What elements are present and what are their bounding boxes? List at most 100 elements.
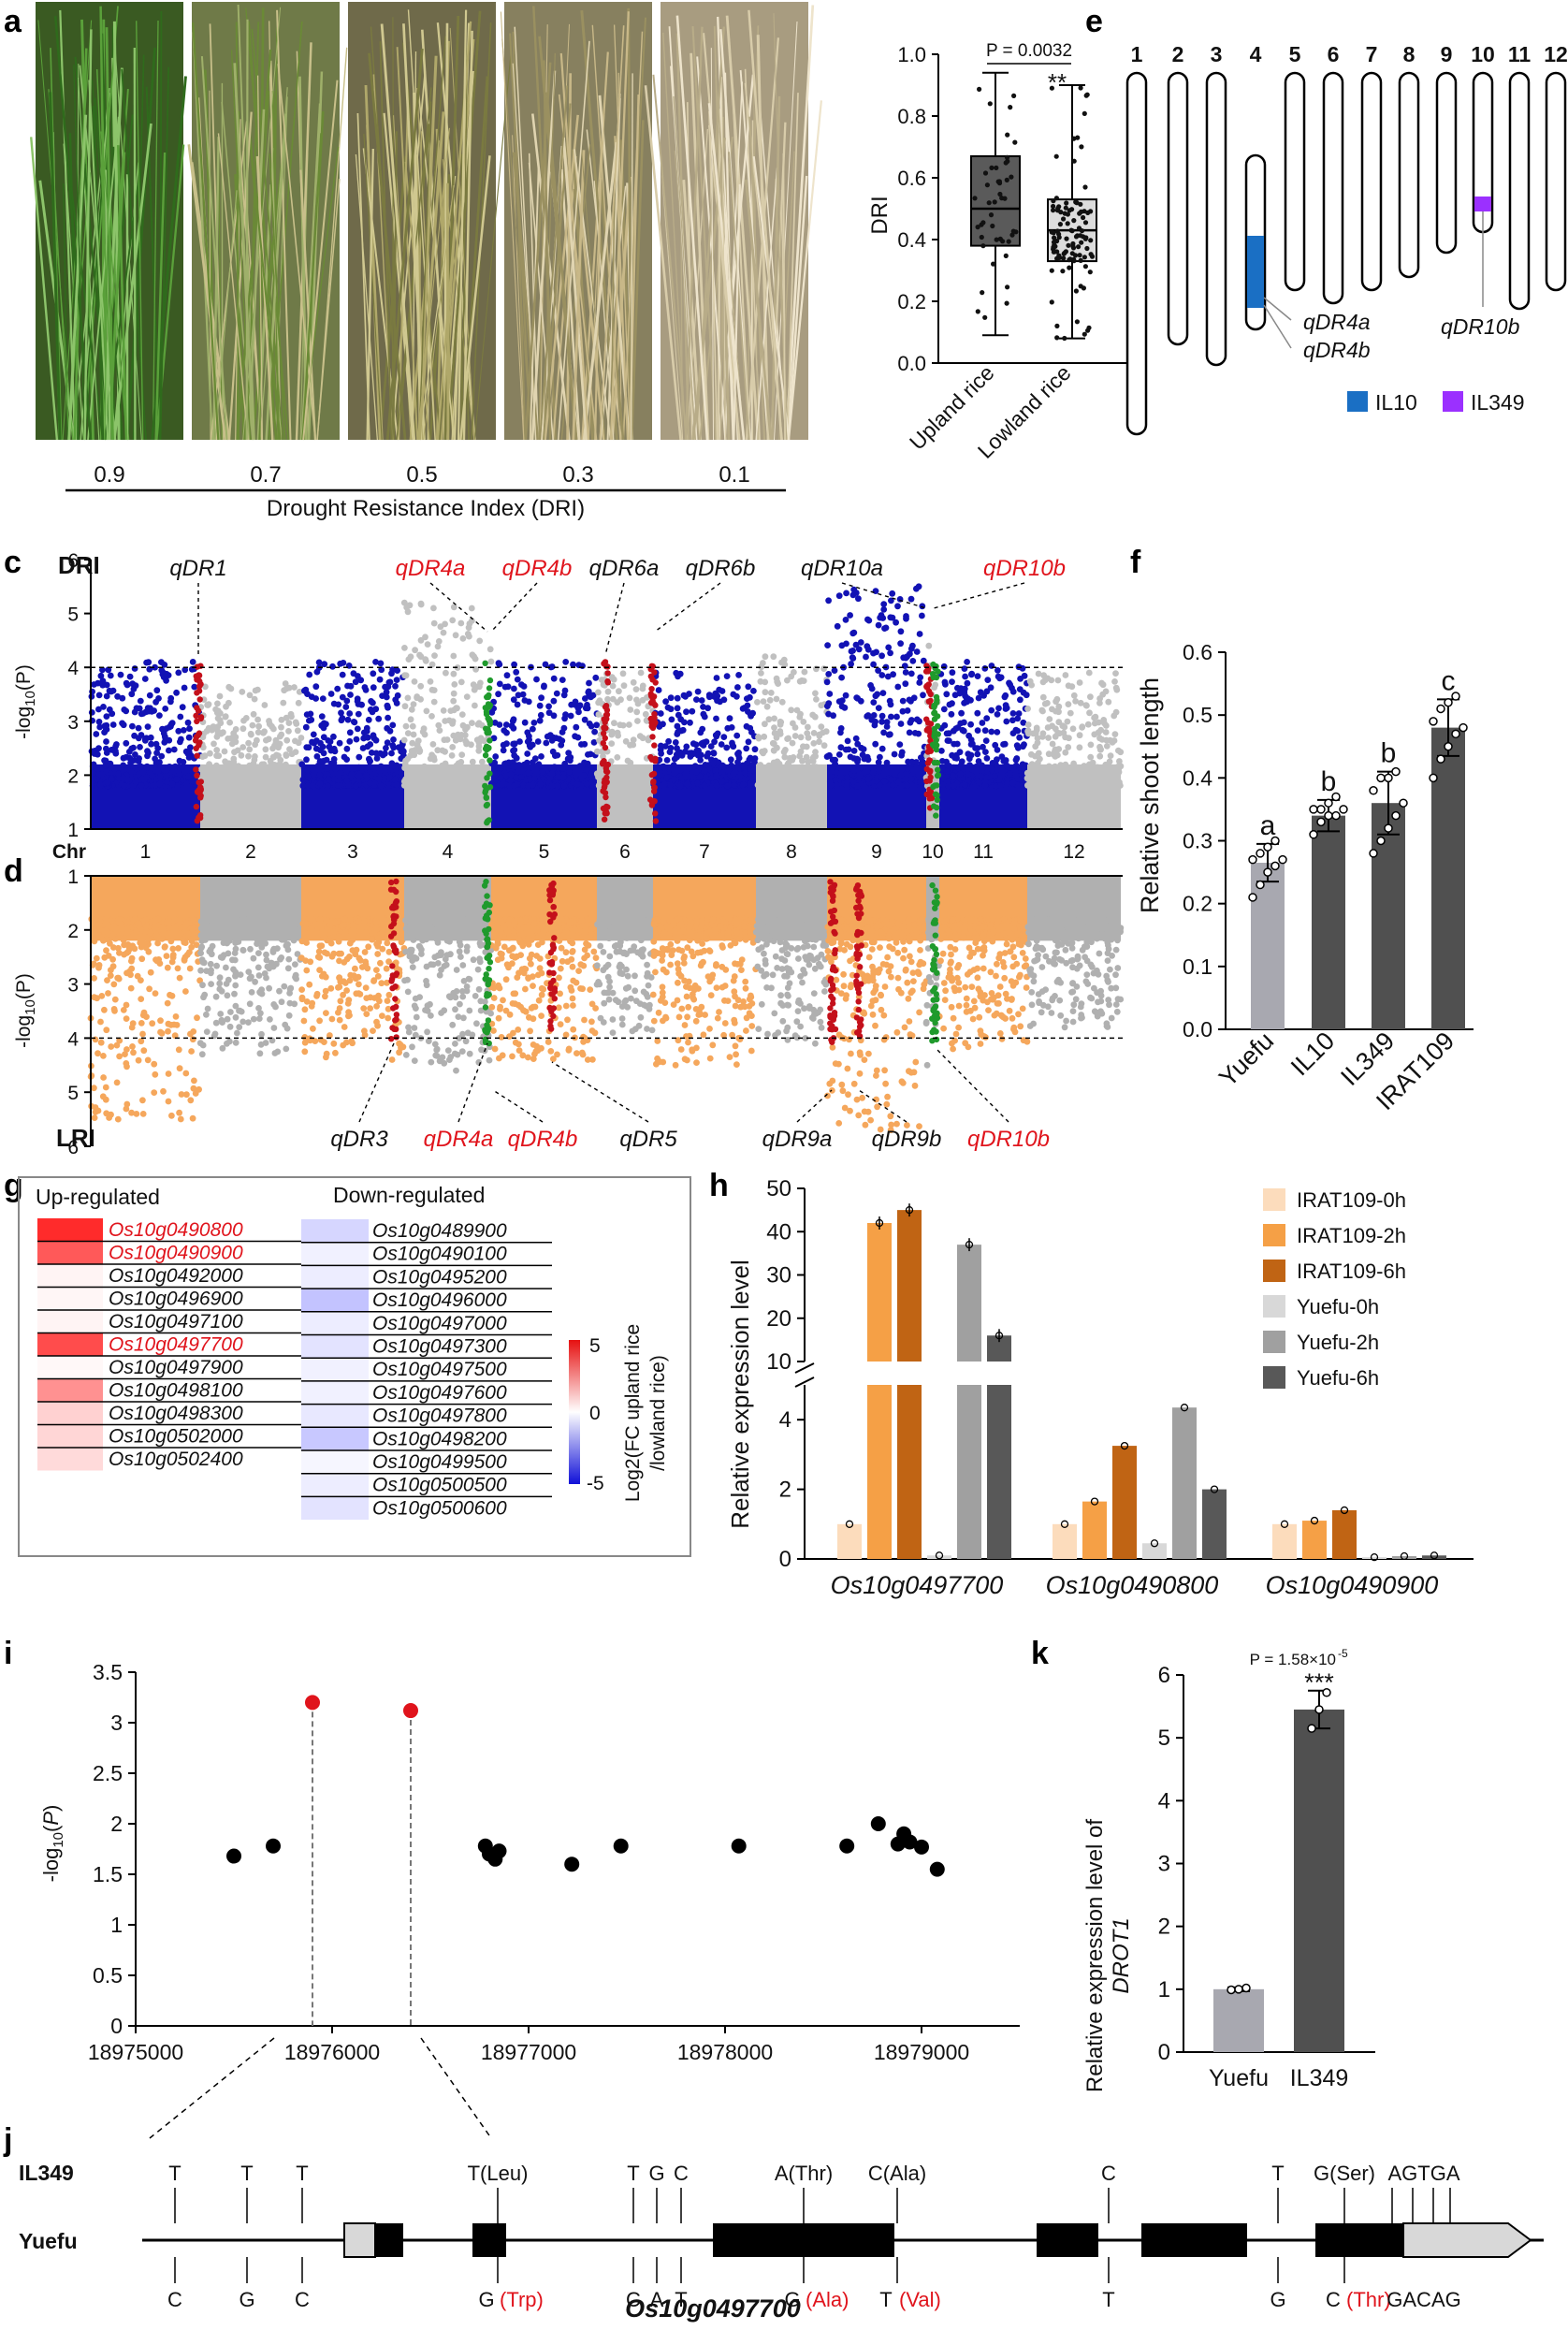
snp-point <box>93 954 100 962</box>
snp-point <box>632 774 639 781</box>
snp-point <box>234 774 240 780</box>
snp-point <box>573 723 580 731</box>
snp-point <box>859 751 866 759</box>
snp-point <box>336 983 343 991</box>
e-label-qdr10b: qDR10b <box>1441 314 1520 339</box>
snp-point <box>850 586 858 593</box>
snp-point <box>330 776 338 782</box>
snp-point <box>424 641 431 648</box>
snp-point <box>285 955 293 963</box>
grass-blade <box>316 47 348 441</box>
snp-point <box>818 723 825 730</box>
snp-point <box>495 660 502 667</box>
snp-point <box>165 1070 172 1077</box>
qtl-point <box>923 778 930 785</box>
snp-point <box>1003 718 1010 725</box>
snp-point <box>158 935 166 942</box>
snp-point <box>336 1016 343 1024</box>
snp-point <box>591 728 598 735</box>
snp-point <box>197 967 205 974</box>
snp-point <box>683 743 690 750</box>
snp-point <box>210 774 217 780</box>
snp-point <box>556 974 562 982</box>
snp-point <box>1076 744 1083 751</box>
snp-point <box>965 770 972 778</box>
snp-point <box>457 1000 463 1008</box>
snp-point <box>269 781 276 789</box>
snp-point <box>723 673 731 679</box>
grass-blade <box>67 114 88 441</box>
snp-point <box>184 719 192 726</box>
b-point <box>1082 236 1088 241</box>
snp-point <box>424 1008 431 1014</box>
chr-label-3: 3 <box>347 841 358 863</box>
snp-point <box>197 765 205 773</box>
snp-point <box>569 995 576 1002</box>
grass-blade <box>559 52 590 441</box>
grass-blade <box>561 137 588 441</box>
c-leader-qDR6b <box>654 582 721 633</box>
snp-point <box>735 672 742 678</box>
snp-point <box>880 778 888 785</box>
snp-point <box>348 1038 356 1045</box>
snp-point <box>126 673 134 680</box>
snp-point <box>130 686 138 692</box>
b-point <box>1006 239 1011 244</box>
snp-point <box>348 771 356 779</box>
snp-point <box>356 753 363 761</box>
grass-blade <box>383 112 414 441</box>
snp-point <box>994 747 1001 753</box>
snp-point <box>421 782 428 790</box>
snp-point <box>1055 703 1063 710</box>
snp-point <box>655 687 662 693</box>
snp-point <box>103 713 110 720</box>
snp-point <box>129 722 136 730</box>
snp-point <box>570 661 576 668</box>
snp-point <box>642 710 649 718</box>
snp-point <box>390 736 397 743</box>
snp-point <box>233 918 240 925</box>
snp-point <box>473 1020 480 1027</box>
snp-point <box>262 746 269 753</box>
snp-point <box>503 672 511 679</box>
snp-point <box>661 780 668 788</box>
c-qtl-qDR10a: qDR10a <box>801 556 883 581</box>
snp-point <box>352 965 358 972</box>
snp-point <box>222 713 229 721</box>
grass-blade <box>787 175 808 441</box>
snp-point <box>501 760 508 767</box>
snp-point <box>663 757 671 764</box>
snp-point <box>177 713 184 721</box>
snp-point <box>853 694 861 701</box>
snp-point <box>379 922 386 928</box>
qtl-point <box>197 793 204 799</box>
snp-point <box>369 936 375 943</box>
c-leader-qDR6a <box>604 582 625 656</box>
snp-point <box>1045 763 1053 770</box>
snp-point <box>363 772 370 779</box>
snp-point <box>496 721 503 728</box>
snp-point <box>115 770 122 778</box>
snp-point <box>468 604 475 612</box>
snp-point <box>166 747 172 754</box>
snp-point <box>940 663 948 670</box>
snp-point <box>292 737 298 745</box>
snp-point <box>724 724 732 732</box>
grass-blade <box>748 116 766 441</box>
snp-point <box>350 719 357 725</box>
grass-blade <box>247 109 266 441</box>
snp-point <box>385 948 393 955</box>
b-ytick-label: 0.2 <box>897 290 926 313</box>
snp-point <box>310 771 317 779</box>
snp-point <box>723 744 731 751</box>
snp-point <box>340 991 346 998</box>
snp-point <box>269 1037 276 1044</box>
grass-blade <box>746 37 779 441</box>
snp-point <box>103 745 109 752</box>
grass-blade <box>512 135 525 441</box>
snp-point <box>310 1025 316 1032</box>
snp-point <box>233 779 240 787</box>
snp-point <box>536 717 544 724</box>
snp-point <box>907 595 915 603</box>
